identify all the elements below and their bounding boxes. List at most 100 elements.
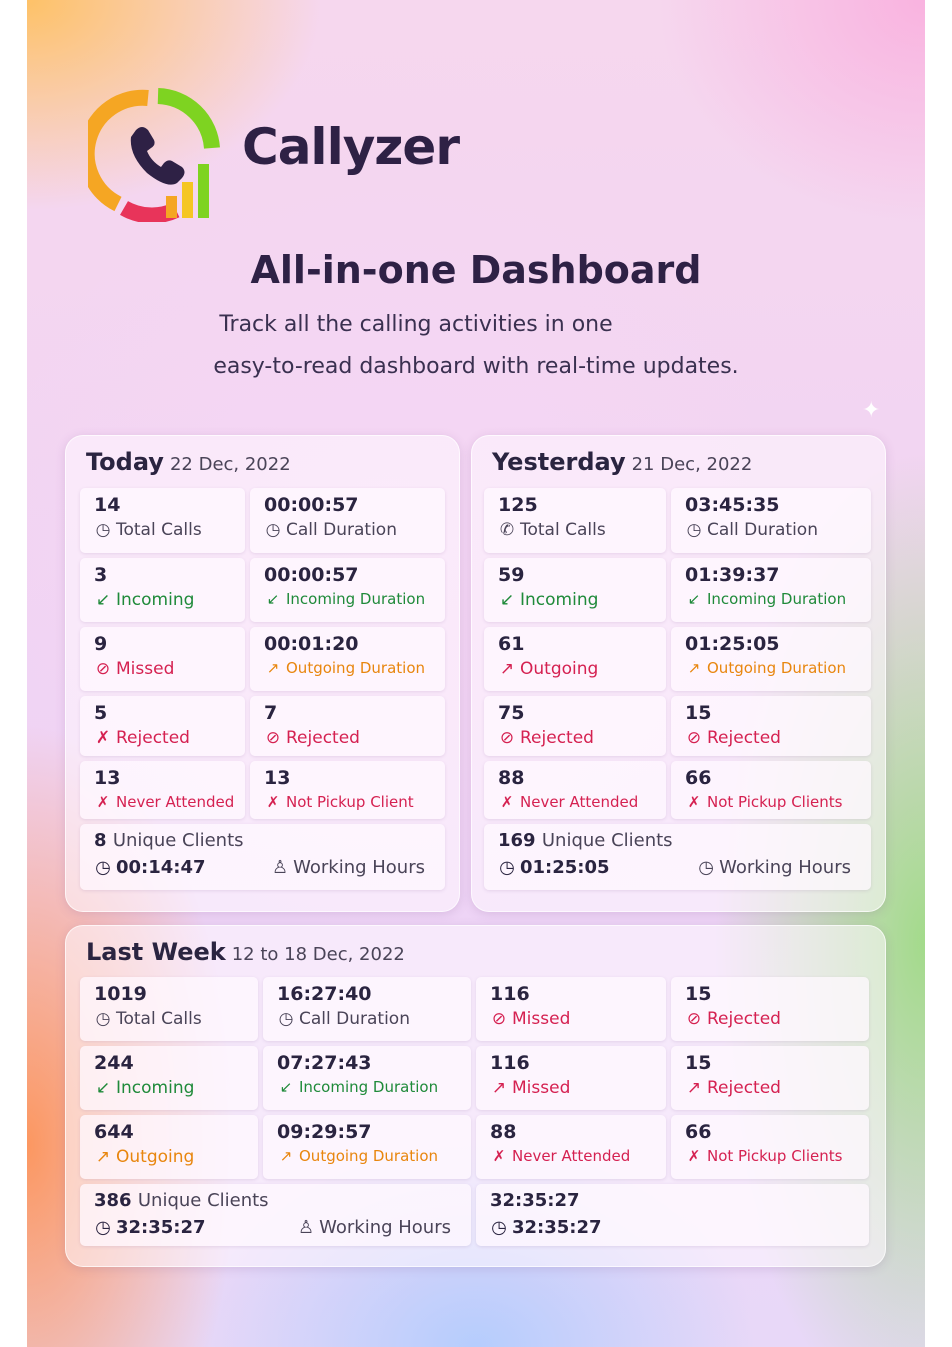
phone-icon: ✆: [499, 520, 515, 540]
stat-value: 01:39:37: [685, 564, 780, 586]
panel-title-text: Last Week: [86, 938, 226, 966]
stat-card[interactable]: 244 ↙ Incoming: [80, 1046, 258, 1110]
stat-card[interactable]: 09:29:57 ↗ Outgoing Duration: [263, 1115, 471, 1179]
stat-card[interactable]: 00:00:57 ↙ Incoming Duration: [250, 558, 445, 622]
panel-today: Today 22 Dec, 2022 14 ◷ Total Calls 00:00:57 ◷…: [65, 435, 460, 912]
stat-card[interactable]: 88 ✗ Never Attended: [484, 761, 666, 819]
stat-value: 88: [498, 767, 525, 789]
stat-label-row: ⊘ Missed: [490, 1009, 652, 1029]
stat-label: Incoming: [520, 590, 599, 610]
stat-card[interactable]: 88 ✗ Never Attended: [476, 1115, 666, 1179]
stat-card[interactable]: 7 ⊘ Rejected: [250, 696, 445, 756]
stat-value: 1019: [94, 983, 147, 1005]
stat-label-row: ⊘ Rejected: [685, 728, 857, 748]
stat-label-row: ✗ Not Pickup Clients: [685, 793, 857, 811]
stat-label-row: ✗ Not Pickup Clients: [685, 1147, 855, 1165]
summary-card[interactable]: 169 Unique Clients ◷ 01:25:05 ◷ Working Hour…: [484, 824, 871, 890]
stat-card[interactable]: 15 ⊘ Rejected: [671, 696, 871, 756]
stat-card[interactable]: 15 ⊘ Rejected: [671, 977, 869, 1041]
incoming-icon: ↙: [687, 590, 701, 608]
outgoing-icon: ↗: [499, 659, 515, 679]
working-hours-row: ◷ 00:14:47 ♙ Working Hours: [94, 857, 431, 878]
clock-icon: ◷: [686, 520, 702, 540]
stat-label-row: ✗ Never Attended: [490, 1147, 652, 1165]
stat-card[interactable]: 00:00:57 ◷ Call Duration: [250, 488, 445, 553]
stat-card[interactable]: 13 ✗ Not Pickup Client: [250, 761, 445, 819]
person-icon: ♙: [272, 857, 289, 878]
stat-card[interactable]: 15 ↗ Rejected: [671, 1046, 869, 1110]
stat-card[interactable]: 01:25:05 ↗ Outgoing Duration: [671, 627, 871, 691]
stat-value: 3: [94, 564, 108, 586]
working-hours-value: 01:25:05: [520, 857, 610, 878]
stat-value: 116: [490, 983, 530, 1005]
summary-card[interactable]: 8 Unique Clients ◷ 00:14:47 ♙ Working Hours: [80, 824, 445, 890]
stat-card[interactable]: 07:27:43 ↙ Incoming Duration: [263, 1046, 471, 1110]
panel-title: Today 22 Dec, 2022: [86, 448, 291, 476]
working-hours-label-wrap: ◷ Working Hours: [697, 857, 851, 878]
stat-label-row: ✗ Never Attended: [94, 793, 235, 811]
stat-label: Total Calls: [116, 520, 202, 540]
rejected-icon: ✗: [96, 793, 110, 811]
stat-label: Incoming Duration: [299, 1078, 439, 1096]
working-hours-value: 32:35:27: [512, 1217, 602, 1238]
stat-card[interactable]: 59 ↙ Incoming: [484, 558, 666, 622]
unique-clients: 169 Unique Clients: [498, 830, 857, 851]
summary-card[interactable]: 32:35:27 ◷ 32:35:27: [476, 1184, 869, 1246]
summary-card[interactable]: 386 Unique Clients ◷ 32:35:27 ♙ Working Hour…: [80, 1184, 471, 1246]
stat-value: 07:27:43: [277, 1052, 372, 1074]
stat-card[interactable]: 9 ⊘ Missed: [80, 627, 245, 691]
stat-label: Incoming Duration: [286, 590, 426, 608]
stat-card[interactable]: 644 ↗ Outgoing: [80, 1115, 258, 1179]
panel-title-text: Today: [86, 448, 164, 476]
working-hours-value-wrap: ◷ 32:35:27: [94, 1217, 206, 1238]
stat-label: Outgoing Duration: [286, 659, 426, 677]
stat-card[interactable]: 66 ✗ Not Pickup Clients: [671, 1115, 869, 1179]
working-hours-value-wrap: ◷ 01:25:05: [498, 857, 610, 878]
unique-clients-label: Unique Clients: [137, 1190, 269, 1211]
stat-card[interactable]: 116 ⊘ Missed: [476, 977, 666, 1041]
stat-card[interactable]: 14 ◷ Total Calls: [80, 488, 245, 553]
stat-value: 244: [94, 1052, 134, 1074]
missed-icon: ⊘: [499, 728, 515, 748]
rejected-icon: ✗: [95, 728, 111, 748]
stat-card[interactable]: 13 ✗ Never Attended: [80, 761, 245, 819]
stat-card[interactable]: 66 ✗ Not Pickup Clients: [671, 761, 871, 819]
stat-card[interactable]: 61 ↗ Outgoing: [484, 627, 666, 691]
stat-label: Outgoing: [520, 659, 599, 679]
rejected-icon: ✗: [500, 793, 514, 811]
brand-name: Callyzer: [242, 118, 460, 176]
panel-title: Last Week 12 to 18 Dec, 2022: [86, 938, 405, 966]
callyzer-logo: [88, 88, 220, 222]
stat-card[interactable]: 01:39:37 ↙ Incoming Duration: [671, 558, 871, 622]
stat-label: Never Attended: [116, 793, 235, 811]
subtitle-line-1: Track all the calling activities in one: [219, 312, 613, 337]
stat-value: 13: [94, 767, 121, 789]
stat-value: 66: [685, 1121, 712, 1143]
stat-card[interactable]: 125 ✆ Total Calls: [484, 488, 666, 553]
stat-label: Outgoing Duration: [707, 659, 847, 677]
stat-label: Missed: [512, 1078, 571, 1098]
stat-card[interactable]: 00:01:20 ↗ Outgoing Duration: [250, 627, 445, 691]
stat-value: 14: [94, 494, 121, 516]
clock-icon: ◷: [265, 520, 281, 540]
stat-label: Incoming: [116, 1078, 195, 1098]
unique-clients-label: Unique Clients: [541, 830, 673, 851]
incoming-icon: ↙: [279, 1078, 293, 1096]
stat-card[interactable]: 5 ✗ Rejected: [80, 696, 245, 756]
outgoing-icon: ↗: [279, 1147, 293, 1165]
stat-card[interactable]: 16:27:40 ◷ Call Duration: [263, 977, 471, 1041]
stat-card[interactable]: 3 ↙ Incoming: [80, 558, 245, 622]
stat-card[interactable]: 1019 ◷ Total Calls: [80, 977, 258, 1041]
stat-value: 00:00:57: [264, 564, 359, 586]
missed-icon: ⊘: [686, 728, 702, 748]
stat-card[interactable]: 75 ⊘ Rejected: [484, 696, 666, 756]
stat-label-row: ⊘ Rejected: [264, 728, 431, 748]
stat-label-row: ↙ Incoming: [94, 590, 231, 610]
working-hours-value: 32:35:27: [116, 1217, 206, 1238]
stat-card[interactable]: 116 ↗ Missed: [476, 1046, 666, 1110]
unique-clients: 386 Unique Clients: [94, 1190, 457, 1211]
stat-label-row: ◷ Total Calls: [94, 520, 231, 540]
stat-card[interactable]: 03:45:35 ◷ Call Duration: [671, 488, 871, 553]
stat-label-row: ◷ Total Calls: [94, 1009, 244, 1029]
stat-value: 61: [498, 633, 525, 655]
